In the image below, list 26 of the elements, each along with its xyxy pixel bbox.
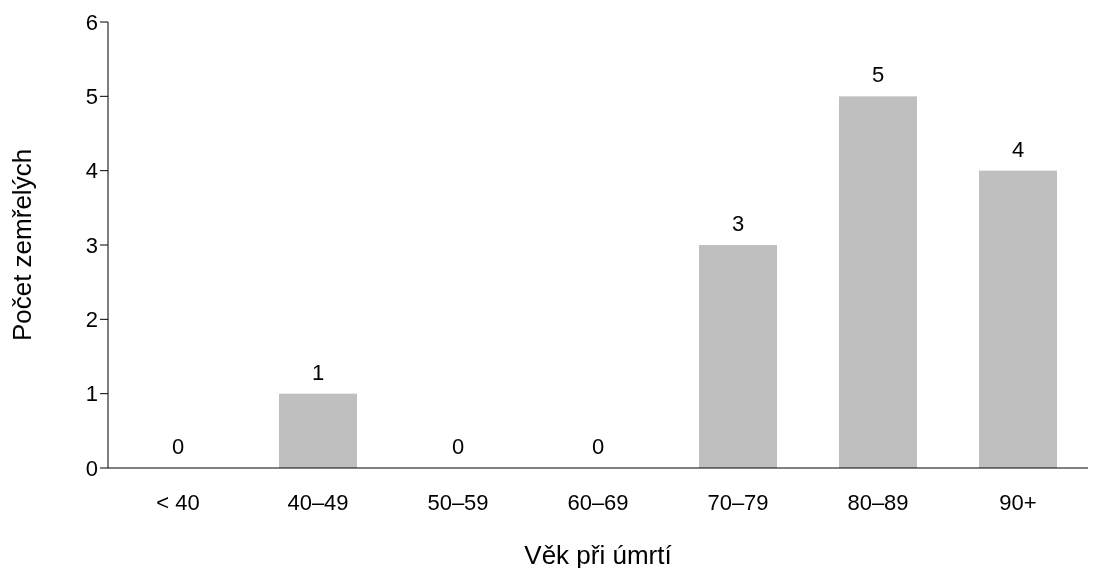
bar	[279, 393, 357, 468]
x-tick-label: 40–49	[287, 489, 349, 515]
data-label: 0	[171, 434, 185, 459]
y-tick-label: 2	[85, 307, 98, 333]
x-tick-label: 60–69	[567, 489, 629, 515]
data-label: 0	[451, 434, 465, 459]
data-label: 0	[591, 434, 605, 459]
x-tick-label: 90+	[999, 489, 1037, 515]
bar	[979, 170, 1057, 468]
bar	[839, 96, 917, 468]
bar	[699, 245, 777, 468]
data-label: 3	[731, 211, 745, 236]
y-tick-label: 0	[85, 455, 98, 481]
y-tick-label: 4	[85, 158, 98, 184]
y-axis-title: Počet zemřelých	[7, 148, 38, 342]
y-tick-label: 5	[85, 84, 98, 110]
x-tick-label: < 40	[156, 489, 200, 515]
x-tick-label: 80–89	[847, 489, 909, 515]
data-label: 1	[311, 359, 325, 385]
y-tick-label: 1	[85, 381, 98, 407]
x-tick-label: 50–59	[427, 489, 489, 515]
data-label: 5	[871, 62, 885, 88]
y-tick-label: 3	[85, 232, 98, 258]
y-tick-label: 6	[85, 9, 98, 35]
data-label: 4	[1011, 136, 1025, 162]
x-tick-label: 70–79	[707, 489, 769, 515]
